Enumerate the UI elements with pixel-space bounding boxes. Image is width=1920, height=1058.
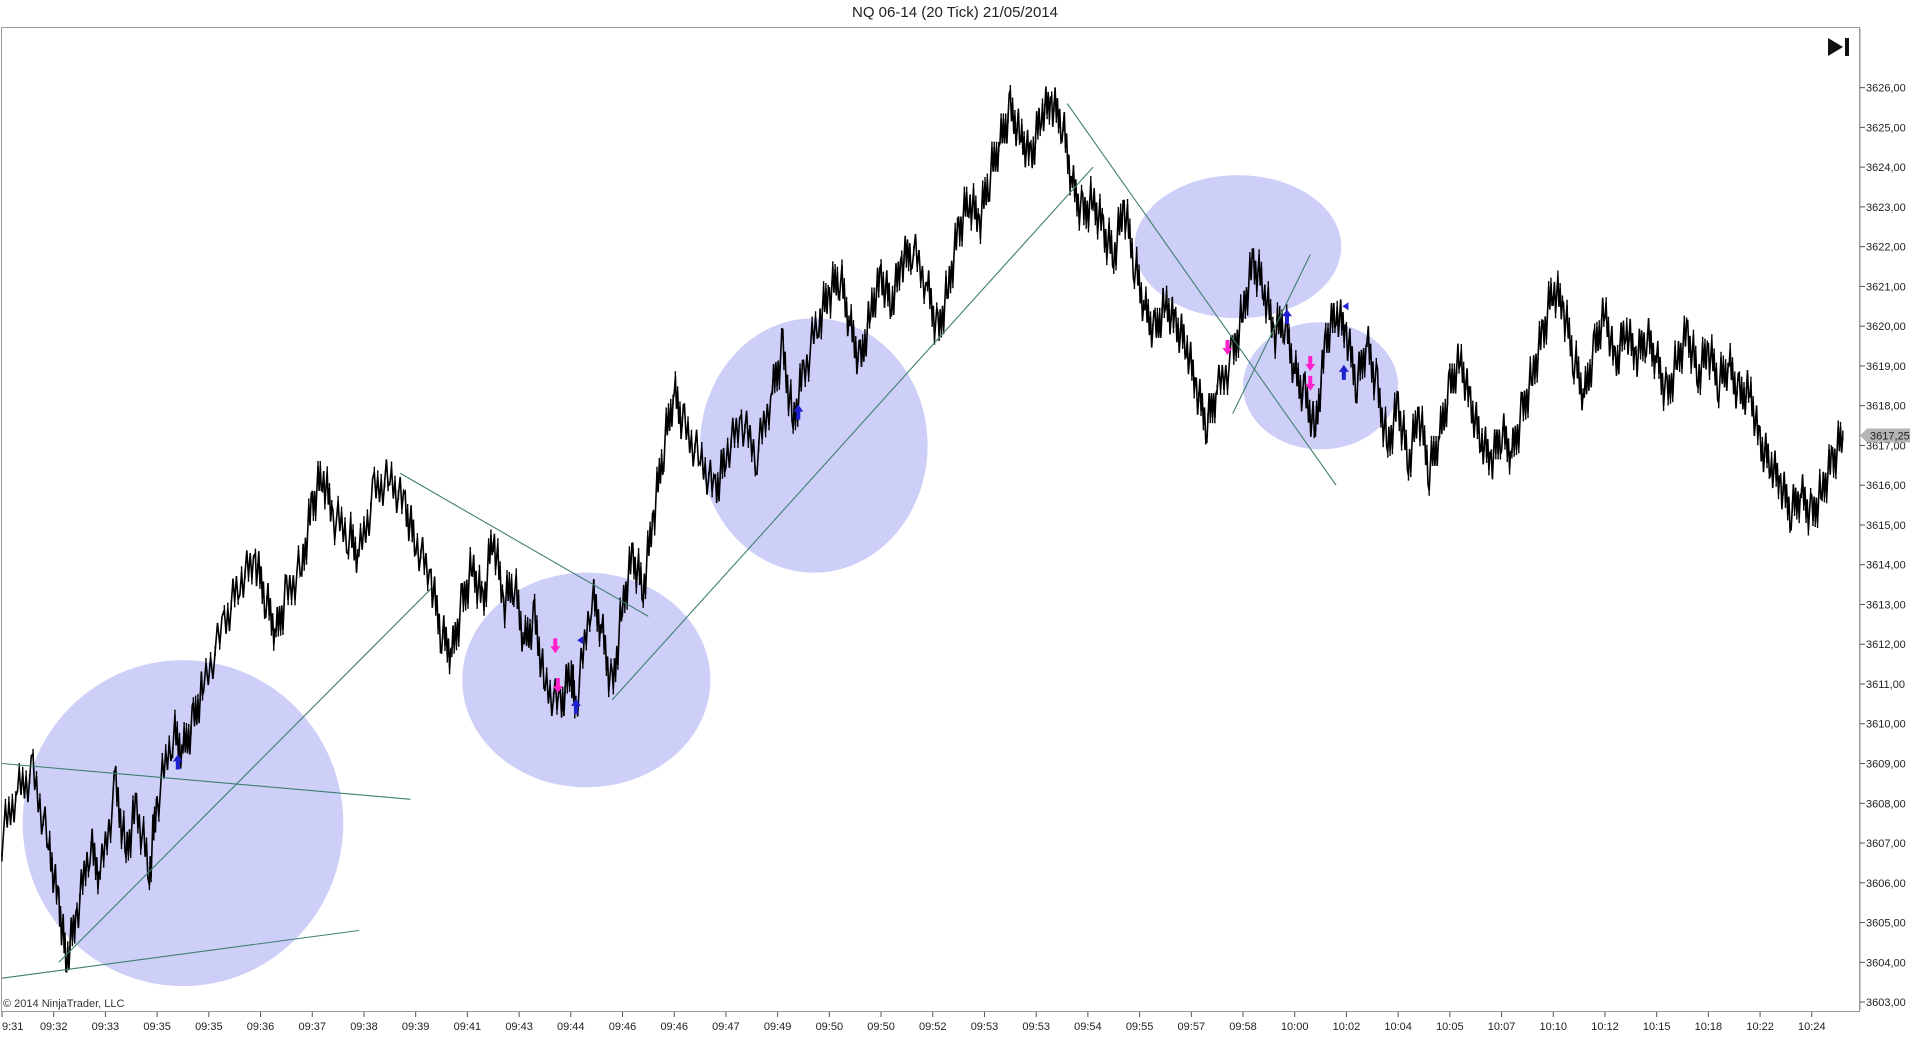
price-line	[1, 86, 1844, 973]
price-axis-label: 3622,00	[1866, 242, 1906, 254]
price-axis-label: 3609,00	[1866, 759, 1906, 771]
time-axis-label: 09:46	[609, 1021, 637, 1033]
time-axis-label: 09:53	[1022, 1021, 1050, 1033]
buy-arrow-marker	[172, 754, 183, 770]
price-axis-label: 3604,00	[1866, 957, 1906, 969]
trend-lines[interactable]	[1, 103, 1337, 979]
time-axis-label: 09:55	[1126, 1021, 1154, 1033]
time-axis-label: 10:12	[1591, 1021, 1619, 1033]
highlight-ellipse-1	[462, 572, 711, 788]
time-axis-label: 10:02	[1333, 1021, 1361, 1033]
sell-arrow-marker	[1305, 375, 1316, 391]
time-axis-label: 09:41	[454, 1021, 482, 1033]
time-axis-label: 10:18	[1695, 1021, 1723, 1033]
time-axis-label: 9:31	[2, 1021, 23, 1033]
time-axis-label: 10:00	[1281, 1021, 1309, 1033]
time-axis-label: 09:43	[505, 1021, 533, 1033]
time-axis-label: 10:04	[1384, 1021, 1412, 1033]
time-axis-label: 09:36	[247, 1021, 275, 1033]
price-axis-label: 3603,00	[1866, 997, 1906, 1009]
time-axis-label: 10:22	[1746, 1021, 1774, 1033]
price-axis-label: 3606,00	[1866, 878, 1906, 890]
buy-arrow-marker	[793, 404, 804, 420]
time-axis-label: 09:35	[143, 1021, 171, 1033]
last-price-badge-shape	[1860, 428, 1910, 443]
price-axis-label: 3620,00	[1866, 321, 1906, 333]
trend-line-6	[1232, 254, 1311, 414]
sell-arrow-marker	[1222, 340, 1233, 356]
time-axis-label: 10:24	[1798, 1021, 1826, 1033]
time-axis-label: 09:33	[92, 1021, 120, 1033]
last-price-badge: 3617,25	[1860, 428, 1910, 443]
price-axis-label: 3623,00	[1866, 202, 1906, 214]
time-axis[interactable]: 9:31 09:32 09:33 09:35 09:35 09:36 09:37 09:38 0…	[1, 1012, 1826, 1033]
time-axis-label: 09:58	[1229, 1021, 1257, 1033]
time-axis-label: 09:52	[919, 1021, 947, 1033]
trend-line-1	[1, 762, 411, 800]
trend-line-0	[1, 929, 359, 979]
time-axis-label: 10:07	[1488, 1021, 1516, 1033]
price-axis-label: 3612,00	[1866, 639, 1906, 651]
price-axis-label: 3624,00	[1866, 162, 1906, 174]
time-axis-label: 09:50	[867, 1021, 895, 1033]
last-price-label: 3617,25	[1870, 431, 1910, 443]
trend-line-2	[58, 588, 432, 963]
time-axis-label: 09:50	[816, 1021, 844, 1033]
time-axis-label: 09:37	[298, 1021, 326, 1033]
price-axis-label: 3615,00	[1866, 520, 1906, 532]
price-axis-label: 3625,00	[1866, 122, 1906, 134]
buy-arrow-marker	[570, 698, 581, 714]
trade-markers	[172, 302, 1349, 770]
highlight-ellipse-3	[1134, 175, 1342, 319]
price-axis-label: 3618,00	[1866, 401, 1906, 413]
price-series	[1, 85, 1844, 973]
price-axis-label: 3611,00	[1866, 679, 1905, 691]
trend-line-3	[399, 472, 649, 617]
time-axis-label: 09:46	[660, 1021, 688, 1033]
time-axis-label: 09:44	[557, 1021, 585, 1033]
time-axis-label: 10:15	[1643, 1021, 1671, 1033]
price-axis-label: 3613,00	[1866, 599, 1906, 611]
highlight-ellipse-2	[700, 318, 928, 573]
time-axis-label: 09:47	[712, 1021, 740, 1033]
price-axis[interactable]: 3603,00 3604,00 3605,00 3606,00 3607,00 3608,…	[1859, 28, 1906, 1010]
skip-to-end-icon[interactable]	[1826, 36, 1852, 58]
entry-triangle-marker	[1342, 302, 1349, 311]
time-axis-label: 10:05	[1436, 1021, 1464, 1033]
highlight-ellipses	[22, 175, 1399, 987]
price-axis-label: 3610,00	[1866, 719, 1906, 731]
time-axis-label: 09:32	[40, 1021, 68, 1033]
time-axis-label: 09:57	[1178, 1021, 1206, 1033]
price-axis-label: 3607,00	[1866, 838, 1906, 850]
price-axis-label: 3621,00	[1866, 281, 1906, 293]
time-axis-label: 09:54	[1074, 1021, 1102, 1033]
price-axis-label: 3608,00	[1866, 798, 1906, 810]
price-axis-label: 3614,00	[1866, 560, 1906, 572]
time-axis-label: 10:10	[1539, 1021, 1567, 1033]
time-axis-label: 09:49	[764, 1021, 792, 1033]
entry-triangle-marker	[577, 636, 584, 645]
highlight-ellipse-0	[22, 660, 344, 987]
price-axis-label: 3619,00	[1866, 361, 1906, 373]
copyright-text: © 2014 NinjaTrader, LLC	[3, 998, 125, 1010]
price-axis-label: 3617,00	[1866, 440, 1906, 452]
sell-arrow-marker	[552, 677, 563, 693]
price-axis-label: 3616,00	[1866, 480, 1906, 492]
sell-arrow-marker	[1305, 355, 1316, 371]
chart-title: NQ 06-14 (20 Tick) 21/05/2014	[852, 4, 1058, 21]
time-axis-label: 09:39	[402, 1021, 430, 1033]
buy-arrow-marker	[1338, 364, 1349, 380]
price-axis-label: 3605,00	[1866, 918, 1906, 930]
trend-line-4	[611, 166, 1094, 701]
sell-arrow-marker	[550, 638, 561, 654]
time-axis-label: 09:38	[350, 1021, 378, 1033]
buy-arrow-marker	[1281, 309, 1292, 325]
time-axis-label: 09:53	[971, 1021, 999, 1033]
trend-line-5	[1066, 103, 1337, 486]
time-axis-label: 09:35	[195, 1021, 223, 1033]
price-axis-label: 3626,00	[1866, 83, 1906, 95]
